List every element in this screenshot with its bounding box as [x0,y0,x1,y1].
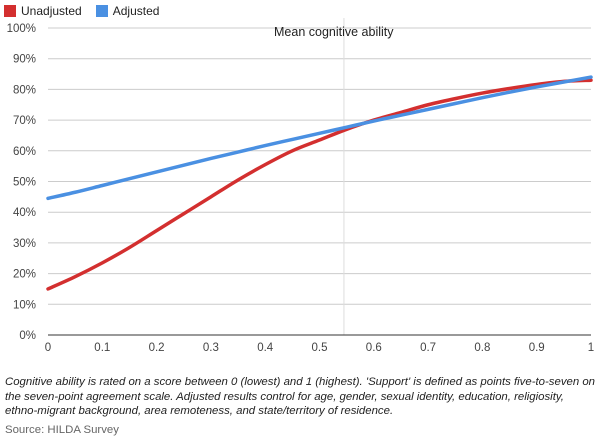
legend-swatch-unadjusted [4,5,16,17]
y-tick-label: 40% [13,207,36,219]
x-tick-label: 0.4 [257,342,274,354]
y-tick-label: 90% [13,54,36,66]
series-lines [46,75,593,291]
chart-title: Mean cognitive ability [274,25,394,39]
x-tick-label: 0.2 [149,342,165,354]
y-tick-label: 70% [13,115,36,127]
legend-label-adjusted: Adjusted [112,4,160,18]
legend-label-unadjusted: Unadjusted [21,4,82,18]
grid-lines [48,27,591,305]
series-line-adjusted[interactable] [46,75,593,201]
x-tick-label: 1 [588,342,594,354]
x-tick-label: 0.6 [366,342,382,354]
y-tick-label: 100% [7,23,36,35]
y-axis-ticks: 0% 10% 20% 30% 40% 50% 60% 70% 80% 90% 100% [7,23,36,342]
series-line-unadjusted[interactable] [46,78,593,291]
x-tick-label: 0.3 [203,342,219,354]
x-tick-label: 0.9 [529,342,545,354]
y-tick-label: 30% [13,238,36,250]
chart-note: Cognitive ability is rated on a score be… [5,376,596,417]
x-tick-label: 0.8 [474,342,490,354]
y-tick-label: 0% [19,330,36,342]
x-tick-label: 0 [45,342,51,354]
y-tick-label: 60% [13,146,36,158]
y-tick-label: 10% [13,299,36,311]
legend-item-adjusted[interactable]: Adjusted [95,4,160,18]
x-tick-label: 0.1 [94,342,110,354]
y-tick-label: 80% [13,84,36,96]
legend-item-unadjusted[interactable]: Unadjusted [4,4,82,18]
x-axis-ticks: 0 0.1 0.2 0.3 0.4 0.5 0.6 0.7 0.8 0.9 1 [45,342,594,354]
legend: Unadjusted Adjusted [4,4,159,18]
y-tick-label: 20% [13,269,36,281]
line-chart: 0% 10% 20% 30% 40% 50% 60% 70% 80% 90% 100% 0 0.1 0.… [7,18,594,354]
x-tick-label: 0.7 [420,342,436,354]
chart-source: Source: HILDA Survey [5,424,119,436]
legend-swatch-adjusted [95,5,108,17]
y-tick-label: 50% [13,177,36,189]
x-tick-label: 0.5 [312,342,328,354]
